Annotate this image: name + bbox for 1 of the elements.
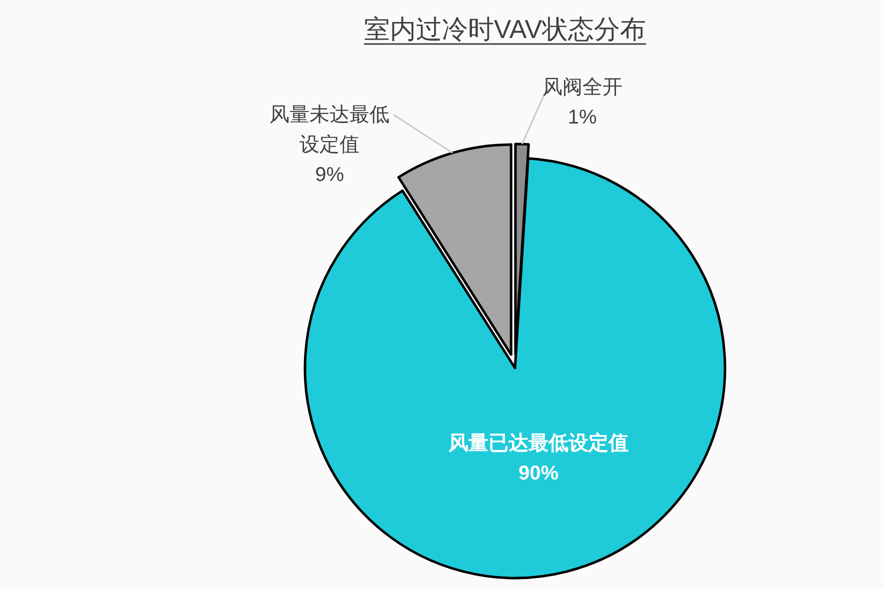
title: 室内过冷时VAV状态分布 [364,14,646,44]
